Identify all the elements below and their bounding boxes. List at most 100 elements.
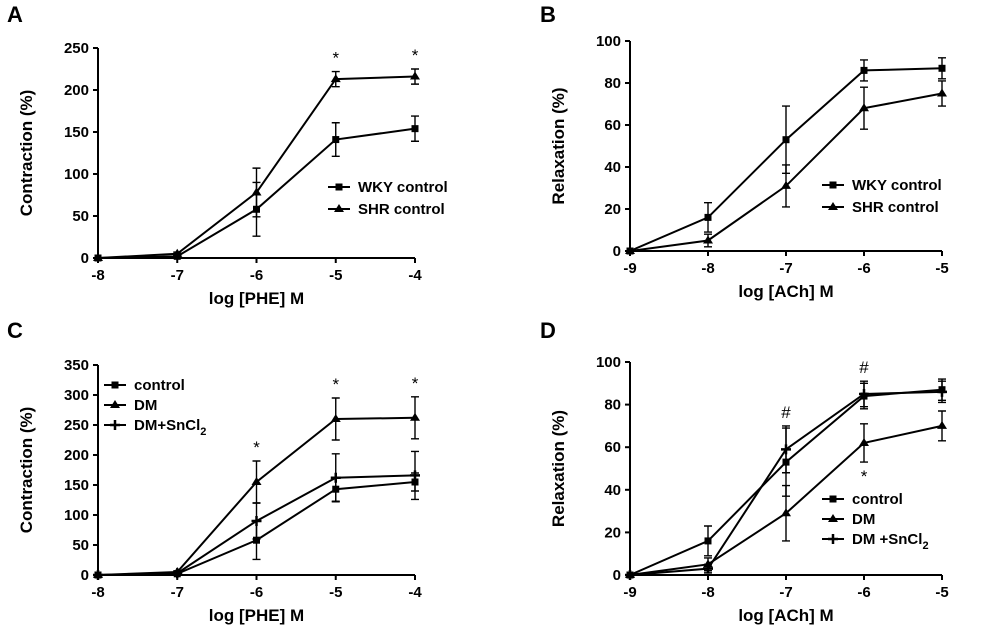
data-point bbox=[937, 420, 947, 429]
data-point bbox=[410, 412, 420, 421]
legend-marker bbox=[110, 420, 120, 430]
y-tick-label: 0 bbox=[613, 243, 621, 260]
x-tick-label: -6 bbox=[250, 267, 263, 284]
data-point bbox=[860, 66, 868, 74]
significance-mark: # bbox=[781, 403, 791, 422]
series-shr-control bbox=[625, 80, 947, 254]
y-tick-label: 60 bbox=[604, 439, 621, 456]
significance-mark: * bbox=[332, 49, 339, 68]
x-tick-label: -4 bbox=[408, 584, 422, 601]
legend-label: DM +SnCl2 bbox=[852, 531, 929, 552]
data-point bbox=[703, 235, 713, 244]
legend-label: DM+SnCl2 bbox=[134, 417, 206, 438]
x-axis-title: log [PHE] M bbox=[209, 289, 304, 308]
y-axis-title: Contraction (%) bbox=[17, 407, 36, 534]
panel-letter: A bbox=[7, 2, 23, 27]
data-point bbox=[330, 472, 341, 483]
legend-subscript: 2 bbox=[922, 540, 928, 552]
legend-marker bbox=[334, 204, 344, 212]
data-point bbox=[859, 103, 869, 112]
x-tick-label: -8 bbox=[701, 584, 714, 601]
y-axis-title: Relaxation (%) bbox=[549, 87, 568, 204]
significance-mark: * bbox=[412, 374, 419, 393]
legend-marker bbox=[829, 495, 837, 503]
x-tick-label: -5 bbox=[935, 584, 948, 601]
legend-marker bbox=[111, 381, 119, 389]
y-tick-label: 40 bbox=[604, 482, 621, 499]
x-tick-label: -7 bbox=[171, 584, 184, 601]
x-tick-label: -6 bbox=[250, 584, 263, 601]
legend-label: DM bbox=[134, 397, 157, 414]
data-point bbox=[625, 246, 635, 254]
y-tick-label: 50 bbox=[72, 537, 89, 554]
y-tick-label: 350 bbox=[64, 357, 89, 374]
y-tick-label: 100 bbox=[596, 354, 621, 371]
legend-marker bbox=[829, 181, 837, 189]
series-wky-control bbox=[626, 57, 946, 255]
significance-mark: * bbox=[861, 467, 868, 486]
x-tick-label: -5 bbox=[329, 584, 342, 601]
y-tick-label: 250 bbox=[64, 40, 89, 57]
data-point bbox=[172, 568, 183, 579]
panel-c: C 0 50 100 150 200 250 300 350 -8 -7 -6 -5 -4 log [PHE… bbox=[7, 318, 422, 625]
y-tick-label: 40 bbox=[604, 159, 621, 176]
x-tick-label: -6 bbox=[857, 260, 870, 277]
legend-label: WKY control bbox=[358, 179, 448, 196]
y-tick-label: 150 bbox=[64, 124, 89, 141]
panel-letter: D bbox=[540, 318, 556, 343]
y-tick-label: 50 bbox=[72, 208, 89, 225]
y-tick-label: 150 bbox=[64, 477, 89, 494]
data-point bbox=[410, 71, 420, 80]
legend-marker bbox=[828, 534, 838, 544]
legend-label: SHR control bbox=[358, 201, 445, 218]
x-tick-label: -9 bbox=[623, 260, 636, 277]
data-point bbox=[859, 437, 869, 446]
data-point bbox=[93, 253, 103, 261]
y-tick-label: 0 bbox=[81, 250, 89, 267]
data-point bbox=[172, 248, 183, 257]
y-tick-label: 20 bbox=[604, 201, 621, 218]
data-point bbox=[410, 470, 420, 481]
data-point bbox=[938, 64, 946, 72]
series-dm-sncl bbox=[625, 380, 947, 580]
series-dm-sncl bbox=[93, 450, 420, 580]
legend-label: DM bbox=[852, 511, 875, 528]
y-tick-label: 80 bbox=[604, 397, 621, 414]
data-point bbox=[330, 74, 341, 83]
panel-d: D 0 20 40 60 80 100 -9 -8 -7 -6 -5 log [ACh] M Relaxa… bbox=[540, 318, 949, 625]
data-point bbox=[703, 563, 713, 574]
x-tick-label: -7 bbox=[171, 267, 184, 284]
data-point bbox=[937, 88, 947, 97]
data-point bbox=[93, 570, 103, 580]
data-point bbox=[251, 187, 262, 196]
panel-letter: B bbox=[540, 2, 556, 27]
data-point bbox=[330, 414, 341, 422]
significance-mark: * bbox=[253, 438, 260, 457]
x-tick-label: -7 bbox=[779, 260, 792, 277]
y-tick-label: 80 bbox=[604, 75, 621, 92]
data-point bbox=[782, 136, 790, 144]
y-tick-label: 0 bbox=[613, 567, 621, 584]
significance-mark: # bbox=[859, 358, 869, 377]
data-point bbox=[704, 537, 712, 545]
significance-mark: * bbox=[332, 375, 339, 394]
y-tick-label: 100 bbox=[64, 166, 89, 183]
y-axis-title: Contraction (%) bbox=[17, 90, 36, 217]
y-tick-label: 300 bbox=[64, 387, 89, 404]
y-tick-label: 0 bbox=[81, 567, 89, 584]
y-tick-label: 100 bbox=[596, 33, 621, 50]
y-tick-label: 60 bbox=[604, 117, 621, 134]
legend-marker bbox=[335, 183, 343, 191]
x-axis-title: log [ACh] M bbox=[738, 606, 833, 625]
data-point bbox=[253, 536, 260, 544]
x-axis-title: log [ACh] M bbox=[738, 282, 833, 301]
x-tick-label: -6 bbox=[857, 584, 870, 601]
significance-mark: * bbox=[412, 46, 419, 65]
data-point bbox=[781, 180, 791, 189]
legend-label: WKY control bbox=[852, 177, 942, 194]
legend-marker bbox=[828, 202, 838, 210]
x-tick-label: -5 bbox=[935, 260, 948, 277]
y-tick-label: 20 bbox=[604, 524, 621, 541]
legend-marker bbox=[110, 400, 120, 408]
